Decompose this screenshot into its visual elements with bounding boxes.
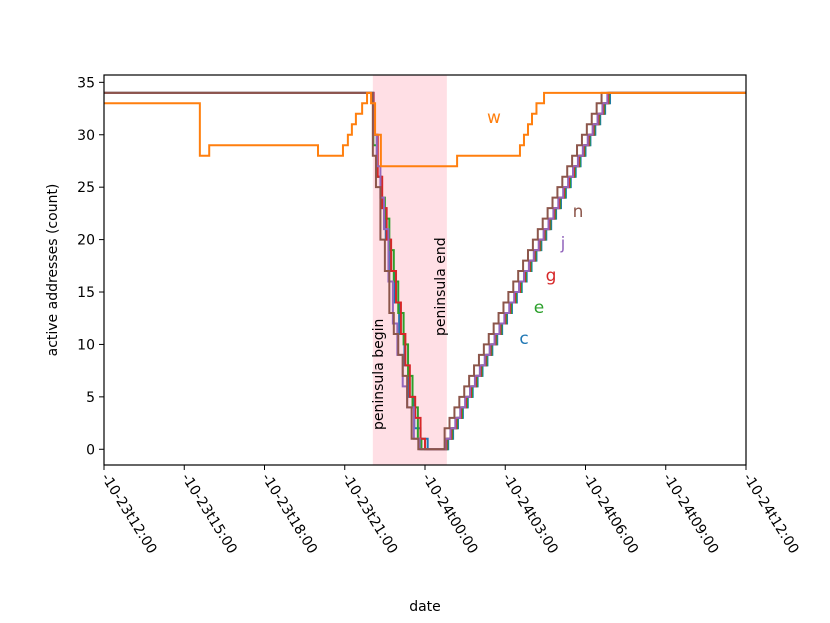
series-line bbox=[104, 91, 746, 451]
y-tick-label: 5 bbox=[86, 390, 95, 406]
series-label: e bbox=[534, 298, 544, 318]
y-tick-label: 0 bbox=[86, 442, 95, 458]
plot-lines bbox=[104, 91, 746, 451]
x-tick-label: -10-23t15:00 bbox=[178, 471, 240, 557]
x-tick-label: -10-24t03:00 bbox=[499, 471, 561, 557]
x-tick-label: -10-24t09:00 bbox=[659, 471, 721, 557]
span-label: peninsula end bbox=[433, 237, 449, 336]
span-label: peninsula begin bbox=[371, 319, 387, 430]
y-tick-label: 20 bbox=[77, 233, 95, 249]
series-label: g bbox=[546, 266, 557, 286]
y-tick-label: 15 bbox=[77, 285, 95, 301]
x-tick-label: -10-23t21:00 bbox=[338, 471, 400, 557]
x-tick-label: -10-23t18:00 bbox=[258, 471, 320, 557]
y-tick-label: 10 bbox=[77, 337, 95, 353]
series-label: n bbox=[573, 202, 584, 222]
series-label: w bbox=[487, 108, 501, 128]
y-tick-label: 35 bbox=[77, 75, 95, 91]
series-label: c bbox=[519, 329, 528, 349]
x-tick-label: -10-23t12:00 bbox=[98, 471, 160, 557]
x-tick-label: -10-24t00:00 bbox=[419, 471, 481, 557]
x-tick-label: -10-24t06:00 bbox=[579, 471, 641, 557]
series-line bbox=[104, 91, 746, 168]
y-tick-label: 25 bbox=[77, 180, 95, 196]
series-label: j bbox=[560, 234, 566, 254]
y-tick-label: 30 bbox=[77, 128, 95, 144]
x-axis-label: date bbox=[409, 599, 441, 615]
x-tick-label: -10-24t12:00 bbox=[740, 471, 802, 557]
y-axis-label: active addresses (count) bbox=[45, 184, 61, 357]
